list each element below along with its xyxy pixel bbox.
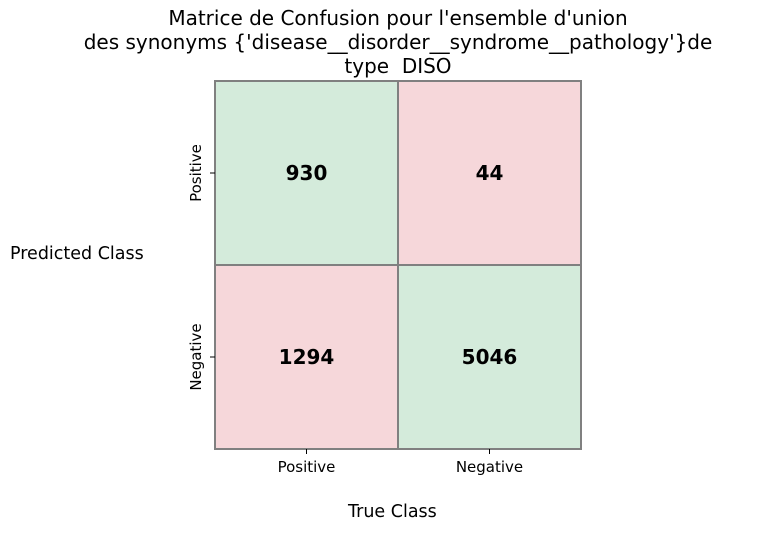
cell-value-r0-c1: 44 bbox=[476, 161, 504, 185]
chart-title-line-1: Matrice de Confusion pour l'ensemble d'u… bbox=[168, 6, 628, 30]
chart-title-line-2: des synonyms {'disease__disorder__syndro… bbox=[83, 30, 713, 54]
x-tick-label-0: Positive bbox=[278, 458, 336, 476]
chart-title-line-3: type DISO bbox=[344, 54, 452, 78]
y-tick-label-1: Negative bbox=[187, 323, 205, 390]
matrix-cell-r0-c1 bbox=[397, 80, 582, 266]
y-tick-label-0: Positive bbox=[187, 144, 205, 202]
x-tick-label-1: Negative bbox=[456, 458, 523, 476]
cell-value-r1-c1: 5046 bbox=[462, 345, 518, 369]
y-axis-label: Predicted Class bbox=[10, 244, 144, 264]
matrix-frame bbox=[214, 80, 582, 450]
x-axis-label: True Class bbox=[348, 502, 437, 522]
cell-value-r0-c0: 930 bbox=[286, 161, 328, 185]
cell-value-r1-c0: 1294 bbox=[279, 345, 335, 369]
chart-title: Matrice de Confusion pour l'ensemble d'u… bbox=[0, 6, 771, 78]
